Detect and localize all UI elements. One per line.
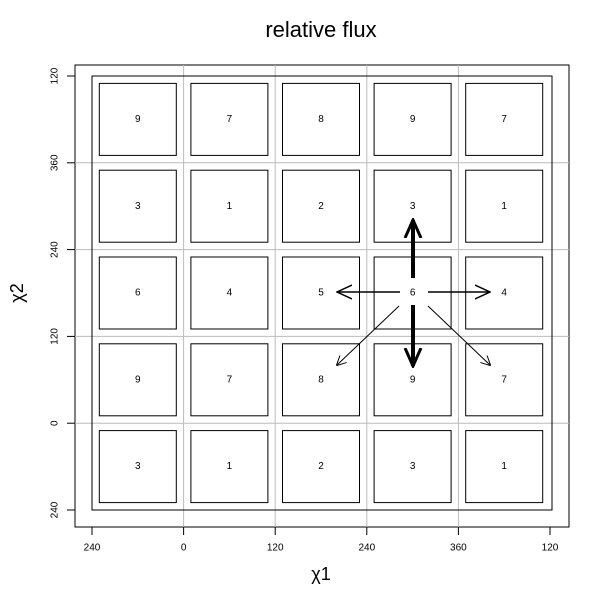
cell xyxy=(98,82,177,156)
cell xyxy=(282,82,360,156)
ticks: 240 0 120 240 360 120 120 360 240 120 0 240 xyxy=(50,67,559,553)
cell xyxy=(98,430,177,504)
cell-value: 3 xyxy=(135,461,141,472)
cell-value: 9 xyxy=(135,374,141,385)
cell-value: 3 xyxy=(410,201,416,212)
title: relative flux xyxy=(265,17,376,42)
plot-frame xyxy=(74,64,570,528)
x-axis-label: χ1 xyxy=(311,564,330,584)
cell-value: 2 xyxy=(318,201,324,212)
cell-value: 7 xyxy=(227,374,233,385)
cell xyxy=(465,82,544,156)
cell-value: 8 xyxy=(318,114,324,125)
cell-value: 7 xyxy=(227,114,233,125)
cell xyxy=(190,82,269,156)
y-tick-label: 240 xyxy=(50,241,61,258)
cell xyxy=(373,82,452,156)
cell xyxy=(98,256,177,330)
cell-value: 9 xyxy=(135,114,141,125)
cell-value: 9 xyxy=(410,114,416,125)
cell-value: 7 xyxy=(501,114,507,125)
x-tick-label: 0 xyxy=(181,543,187,554)
grid xyxy=(75,65,569,527)
y-tick-label: 240 xyxy=(50,501,61,518)
cell-value: 4 xyxy=(501,288,507,299)
cell-value: 8 xyxy=(318,374,324,385)
y-tick-label: 120 xyxy=(50,67,61,84)
y-axis-label: χ2 xyxy=(7,283,27,302)
y-tick-label: 360 xyxy=(50,154,61,171)
cell-value: 5 xyxy=(318,288,324,299)
cell xyxy=(373,430,452,504)
cell xyxy=(190,256,269,330)
cell xyxy=(465,430,544,504)
cell-value: 2 xyxy=(318,461,324,472)
cell-value: 7 xyxy=(501,374,507,385)
cell-value: 1 xyxy=(501,201,507,212)
cells: 9 7 8 9 7 3 1 2 3 1 6 4 5 6 4 9 7 8 9 7 3 1 2 3 1 xyxy=(98,82,544,504)
cell-value: 1 xyxy=(501,461,507,472)
cell xyxy=(465,169,544,243)
arrow-down-left xyxy=(337,305,400,365)
arrow-down-right xyxy=(427,305,490,365)
x-tick-label: 120 xyxy=(267,543,284,554)
cell xyxy=(98,343,177,417)
y-tick-label: 120 xyxy=(50,328,61,345)
cell xyxy=(282,169,360,243)
cell-value: 3 xyxy=(410,461,416,472)
cell xyxy=(465,343,544,417)
cell-value: 1 xyxy=(227,201,233,212)
cell xyxy=(282,430,360,504)
inner-frame xyxy=(91,75,553,511)
x-tick-label: 120 xyxy=(542,543,559,554)
cell-value: 1 xyxy=(227,461,233,472)
y-tick-label: 0 xyxy=(50,420,61,426)
cell-value: 3 xyxy=(135,201,141,212)
cell xyxy=(98,169,177,243)
cell xyxy=(190,430,269,504)
cell xyxy=(190,343,269,417)
cell-value: 9 xyxy=(410,374,416,385)
x-tick-label: 240 xyxy=(358,543,375,554)
x-tick-label: 240 xyxy=(84,543,101,554)
cell-value: 4 xyxy=(227,288,233,299)
cell-value: 6 xyxy=(135,288,141,299)
cell-value: 6 xyxy=(410,288,416,299)
x-tick-label: 360 xyxy=(450,543,467,554)
cell xyxy=(190,169,269,243)
arrows xyxy=(337,220,490,366)
